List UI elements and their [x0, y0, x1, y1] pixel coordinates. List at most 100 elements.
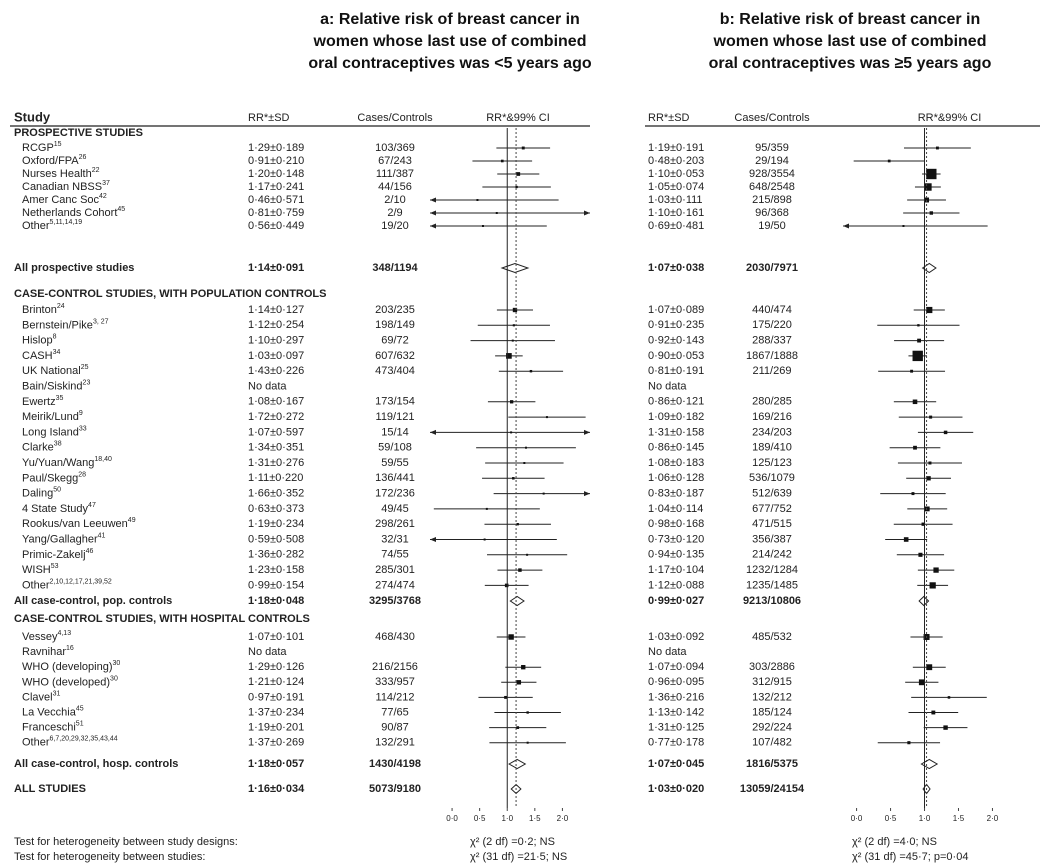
cases-controls: 2030/7971	[746, 262, 798, 274]
estimate-box	[902, 225, 905, 227]
rr-sd: 1·03±0·020	[648, 783, 704, 795]
rr-sd: 1·29±0·126	[248, 661, 304, 673]
cases-controls: 471/515	[752, 518, 792, 530]
cases-controls: 132/212	[752, 691, 792, 703]
rr-sd: 1·20±0·148	[248, 168, 304, 180]
panel-title: b: Relative risk of breast cancer in	[720, 11, 981, 28]
x-tick-label: 1·5	[953, 814, 965, 823]
rr-sd: 1·07±0·089	[648, 304, 704, 316]
cases-controls: 15/14	[381, 426, 409, 438]
reference: 34	[53, 349, 61, 356]
cases-controls: 3295/3768	[369, 595, 421, 607]
cases-controls: 198/149	[375, 319, 415, 331]
estimate-box	[943, 725, 948, 730]
rr-sd: 1·14±0·091	[248, 262, 304, 274]
rr-sd: 1·07±0·094	[648, 661, 704, 673]
test-label: Test for heterogeneity between studies:	[14, 851, 205, 863]
rr-sd: 1·03±0·097	[248, 350, 304, 362]
cases-controls: 172/236	[375, 488, 415, 500]
estimate-box	[910, 369, 914, 373]
estimate-box	[512, 477, 515, 480]
reference: 8	[53, 333, 57, 340]
cases-controls: 19/50	[758, 220, 786, 232]
study-name: Brinton24	[22, 303, 65, 316]
cases-controls: 67/243	[378, 155, 412, 167]
estimate-box	[476, 199, 479, 201]
study-label: CASH	[22, 350, 53, 362]
reference: 51	[76, 720, 84, 727]
study-label: Ravnihar	[22, 646, 66, 658]
summary-diamond	[509, 595, 525, 607]
study-label: Meirik/Lund	[22, 411, 79, 423]
reference: 33	[79, 425, 87, 432]
study-label: Other	[22, 737, 50, 749]
rr-sd: 1·66±0·352	[248, 488, 304, 500]
section-header: CASE-CONTROL STUDIES, WITH HOSPITAL CONT…	[14, 613, 310, 625]
study-name: Nurses Health22	[22, 167, 100, 180]
estimate-box	[504, 695, 508, 699]
study-label: Oxford/FPA	[22, 155, 79, 167]
study-name: Other5,11,14,19	[22, 219, 82, 232]
study-name: UK National25	[22, 364, 89, 377]
cases-controls: 214/242	[752, 549, 792, 561]
rr-sd: No data	[648, 646, 687, 658]
study-label: Brinton	[22, 304, 57, 316]
test-result: χ² (31 df) =21·5; NS	[470, 851, 567, 863]
study-name: Netherlands Cohort45	[22, 206, 125, 219]
rr-sd: 1·34±0·351	[248, 442, 304, 454]
column-header: RR*±SD	[248, 112, 290, 124]
cases-controls: 13059/24154	[740, 783, 805, 795]
estimate-box	[516, 172, 521, 176]
cases-controls: 96/368	[755, 207, 789, 219]
study-name: Long Island33	[22, 425, 87, 438]
rr-sd: 1·07±0·101	[248, 631, 304, 643]
estimate-box	[516, 680, 522, 685]
cases-controls: 44/156	[378, 181, 412, 193]
reference: 46	[86, 548, 94, 555]
rr-sd: 1·14±0·127	[248, 304, 304, 316]
rr-sd: No data	[648, 380, 687, 392]
study-name: La Vecchia45	[22, 705, 84, 718]
study-label: Hislop	[22, 335, 53, 347]
rr-sd: 1·11±0·220	[248, 472, 303, 484]
study-name: Primic-Zakelj46	[22, 548, 93, 561]
study-name: WHO (developed)30	[22, 675, 118, 688]
rr-sd: 1·29±0·189	[248, 142, 304, 154]
estimate-box	[516, 726, 520, 729]
cases-controls: 189/410	[752, 442, 792, 454]
estimate-box	[928, 461, 932, 465]
ci-arrow	[584, 429, 590, 435]
rr-sd: 1·31±0·276	[248, 457, 304, 469]
reference: 5,11,14,19	[50, 219, 83, 226]
rr-sd: 0·69±0·481	[648, 220, 704, 232]
rr-sd: 0·63±0·373	[248, 503, 304, 515]
study-label: Ewertz	[22, 396, 56, 408]
study-label: Yang/Gallagher	[22, 533, 98, 545]
column-header: RR*&99% CI	[486, 112, 550, 124]
cases-controls: 103/369	[375, 142, 415, 154]
study-label: Franceschi	[22, 722, 76, 734]
estimate-box	[943, 430, 948, 435]
estimate-box	[526, 741, 529, 744]
rr-sd: 0·83±0·187	[648, 488, 704, 500]
x-tick-label: 0·0	[446, 814, 458, 823]
reference: 45	[76, 705, 84, 712]
reference: 2,10,12,17,21,39,52	[50, 578, 112, 585]
study-label: Bernstein/Pike	[22, 319, 93, 331]
study-header: Study	[14, 109, 51, 124]
study-name: WHO (developing)30	[22, 660, 120, 673]
estimate-box	[500, 159, 504, 163]
study-name: Oxford/FPA26	[22, 154, 87, 167]
x-tick-label: 0·5	[885, 814, 897, 823]
cases-controls: 348/1194	[372, 262, 418, 274]
estimate-box	[523, 462, 526, 464]
estimate-box	[515, 185, 518, 189]
ci-arrow	[430, 210, 436, 216]
study-name: Yu/Yuan/Wang18,40	[22, 456, 112, 469]
estimate-box	[926, 664, 933, 671]
estimate-box	[929, 582, 936, 589]
reference: 53	[51, 563, 59, 570]
cases-controls: 203/235	[375, 304, 415, 316]
study-name: Other2,10,12,17,21,39,52	[22, 578, 112, 591]
rr-sd: 0·86±0·121	[648, 396, 704, 408]
